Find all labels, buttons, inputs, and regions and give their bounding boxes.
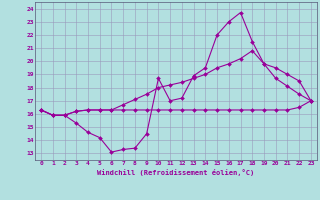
- X-axis label: Windchill (Refroidissement éolien,°C): Windchill (Refroidissement éolien,°C): [97, 169, 255, 176]
